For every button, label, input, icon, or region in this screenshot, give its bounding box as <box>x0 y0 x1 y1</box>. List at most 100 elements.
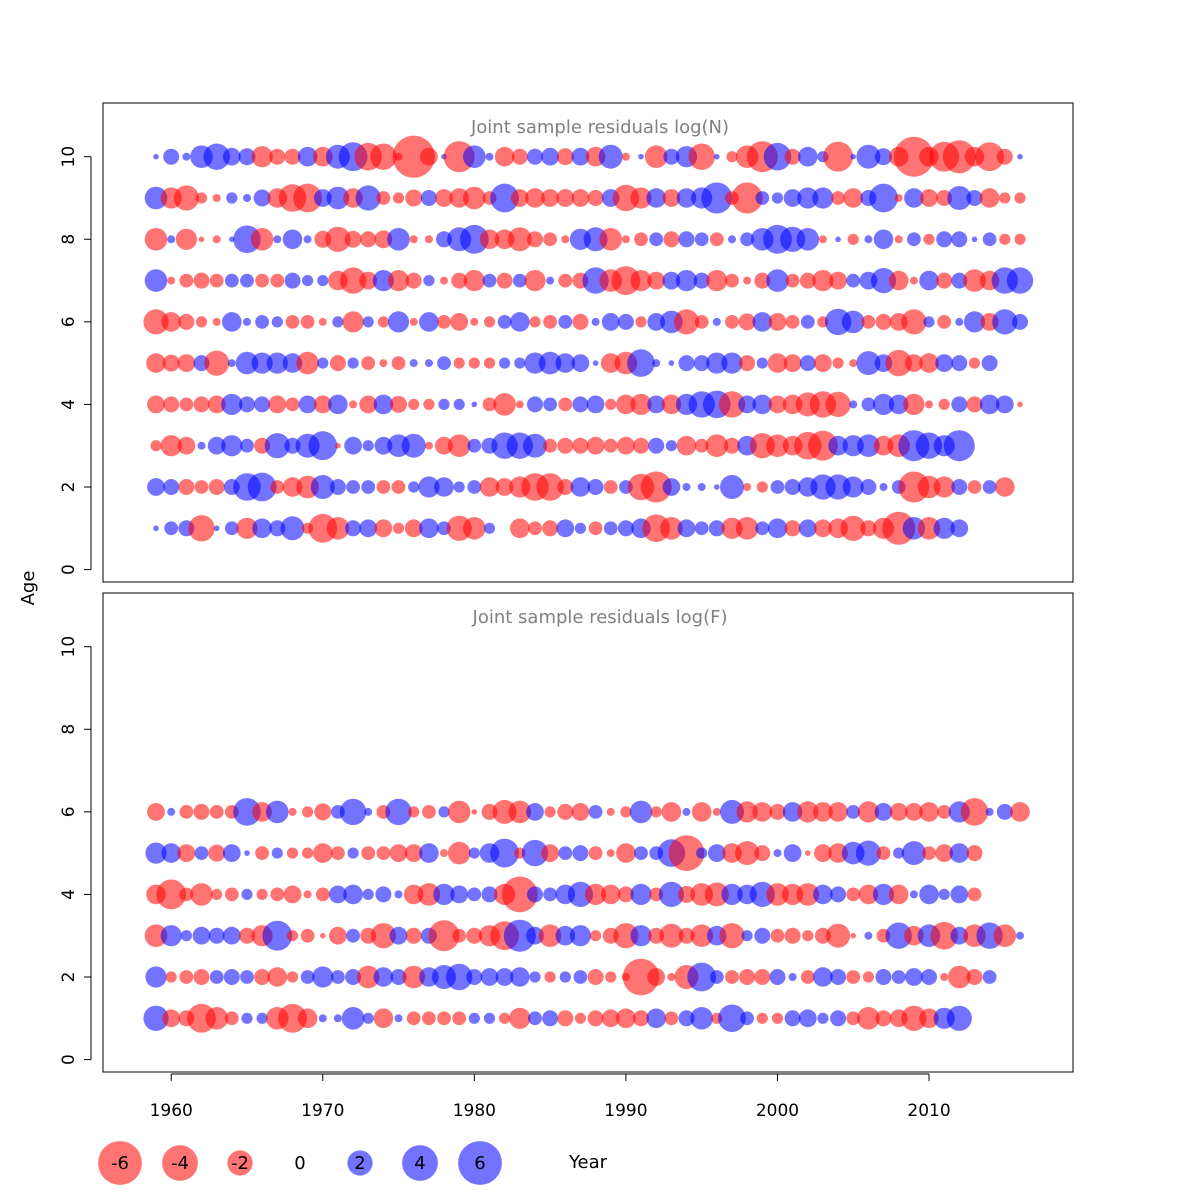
residual-bubble <box>712 807 721 816</box>
residual-bubble <box>345 520 362 537</box>
residual-bubble <box>385 798 412 826</box>
residual-bubble <box>493 393 516 416</box>
residual-bubble <box>725 315 739 329</box>
residual-bubble <box>690 1007 713 1030</box>
residual-bubble <box>527 231 543 248</box>
residual-bubble <box>270 273 285 288</box>
residual-bubble <box>738 313 756 331</box>
residual-bubble <box>238 148 256 166</box>
residual-bubble <box>144 186 168 210</box>
residual-bubble <box>876 846 891 860</box>
residual-bubble <box>678 885 695 903</box>
residual-bubble <box>374 436 393 455</box>
residual-bubble <box>264 433 290 459</box>
residual-bubble <box>726 151 738 163</box>
residual-bubble <box>162 354 180 372</box>
residual-bubble <box>630 925 652 947</box>
residual-bubble <box>543 438 557 453</box>
residual-bubble <box>379 359 388 368</box>
residual-bubble <box>694 315 709 329</box>
residual-bubble <box>558 273 573 288</box>
residual-bubble <box>256 888 268 901</box>
legend-label: 4 <box>414 1153 425 1174</box>
residual-bubble <box>179 805 194 819</box>
residual-bubble <box>252 518 272 539</box>
legend-label: 2 <box>354 1153 365 1174</box>
residual-bubble <box>992 309 1018 335</box>
residual-bubble <box>438 806 450 818</box>
residual-bubble <box>326 186 350 210</box>
residual-bubble <box>331 846 345 860</box>
residual-bubble <box>346 480 360 494</box>
residual-bubble <box>660 517 683 540</box>
residual-bubble <box>740 232 754 247</box>
residual-bubble <box>459 224 489 254</box>
residual-bubble <box>687 962 717 992</box>
residual-bubble <box>252 802 272 822</box>
residual-bubble <box>521 839 549 867</box>
residual-bubble <box>208 844 226 862</box>
residual-bubble <box>743 276 752 285</box>
residual-bubble <box>269 148 286 165</box>
residual-bubble <box>963 311 986 333</box>
residual-bubble <box>885 349 912 377</box>
residual-bubble <box>463 517 486 540</box>
residual-bubble <box>735 841 760 866</box>
residual-bubble <box>769 803 786 820</box>
residual-bubble <box>652 359 661 368</box>
residual-bubble <box>739 355 756 372</box>
residual-bubble <box>194 846 209 860</box>
y-tick-label: 8 <box>59 234 79 245</box>
residual-bubble <box>888 394 909 415</box>
residual-bubble <box>606 849 615 858</box>
residual-bubble <box>528 1011 542 1026</box>
residual-bubble <box>767 518 788 539</box>
residual-bubble <box>603 480 618 494</box>
residual-bubble <box>329 479 346 495</box>
residual-bubble <box>638 153 644 160</box>
residual-bubble <box>743 483 752 491</box>
residual-bubble <box>209 970 224 984</box>
residual-bubble <box>375 886 392 903</box>
residual-bubble <box>693 272 710 289</box>
residual-bubble <box>543 315 557 329</box>
residual-bubble <box>835 236 841 243</box>
residual-bubble <box>313 395 332 414</box>
residual-bubble <box>935 354 954 372</box>
residual-bubble <box>250 228 274 251</box>
residual-bubble <box>616 843 636 863</box>
residual-bubble <box>893 847 905 859</box>
residual-bubble <box>497 315 512 329</box>
residual-bubble <box>394 1014 403 1023</box>
residual-bubble <box>270 480 285 494</box>
residual-bubble <box>452 928 467 943</box>
residual-bubble <box>676 188 697 208</box>
residual-bubble <box>783 354 802 372</box>
residual-bubble <box>572 845 589 862</box>
residual-bubble <box>860 479 877 495</box>
y-tick-label: 8 <box>59 724 79 735</box>
residual-bubble <box>570 477 591 497</box>
residual-bubble <box>936 231 953 248</box>
residual-bubble <box>479 229 500 250</box>
residual-bubble <box>542 1010 559 1027</box>
residual-bubble <box>374 519 393 538</box>
residual-bubble <box>326 517 350 540</box>
bubble-layer <box>143 135 1034 1033</box>
residual-bubble <box>297 146 318 167</box>
residual-bubble <box>213 525 220 532</box>
residual-bubble <box>332 316 344 328</box>
residual-bubble <box>588 846 603 860</box>
residual-bubble <box>144 924 168 947</box>
residual-bubble <box>145 966 167 988</box>
residual-bubble <box>846 273 861 288</box>
residual-bubble <box>842 476 864 498</box>
residual-bubble <box>708 520 725 537</box>
residual-bubble <box>510 967 530 987</box>
residual-bubble <box>362 316 374 328</box>
residual-bubble <box>797 801 819 823</box>
residual-bubble <box>161 843 181 863</box>
residual-bubble <box>885 922 912 949</box>
residual-bubble <box>701 182 733 214</box>
